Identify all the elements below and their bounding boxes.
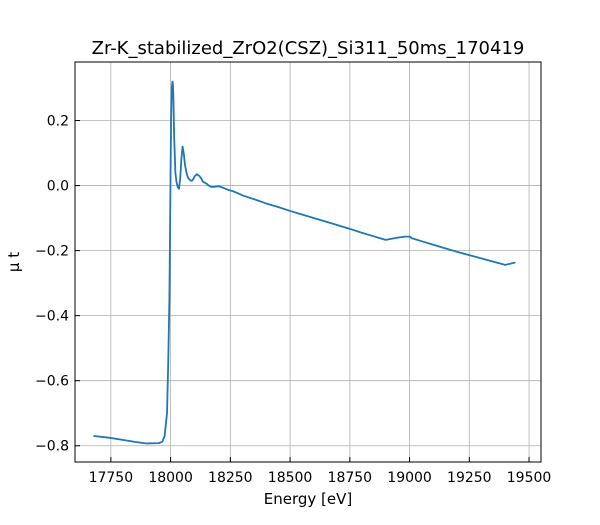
x-tick-label: 19000 xyxy=(387,470,432,486)
y-tick-label: −0.4 xyxy=(35,309,69,325)
x-tick-label: 18250 xyxy=(208,470,253,486)
plot-area-frame xyxy=(74,61,542,463)
y-tick-label: 0.2 xyxy=(47,114,69,130)
tick-layer: 17750 18000 18250 18500 18750 19000 19250 19500… xyxy=(35,114,551,486)
series-line xyxy=(93,80,516,445)
y-axis-label: μ t xyxy=(5,252,23,272)
line-layer xyxy=(93,80,516,445)
grid-layer xyxy=(75,62,541,462)
x-tick-label: 18000 xyxy=(148,470,193,486)
y-tick-label: −0.6 xyxy=(35,374,69,390)
x-axis-label: Energy [eV] xyxy=(264,490,352,508)
x-tick-label: 19500 xyxy=(507,470,552,486)
y-tick-label: 0.0 xyxy=(47,179,69,195)
chart-title: Zr-K_stabilized_ZrO2(CSZ)_Si311_50ms_170… xyxy=(92,38,525,59)
y-tick-label: −0.8 xyxy=(35,439,69,455)
x-tick-label: 18500 xyxy=(268,470,313,486)
x-tick-label: 17750 xyxy=(89,470,134,486)
x-tick-label: 19250 xyxy=(447,470,492,486)
y-tick-label: −0.2 xyxy=(35,244,69,260)
x-tick-label: 18750 xyxy=(328,470,373,486)
